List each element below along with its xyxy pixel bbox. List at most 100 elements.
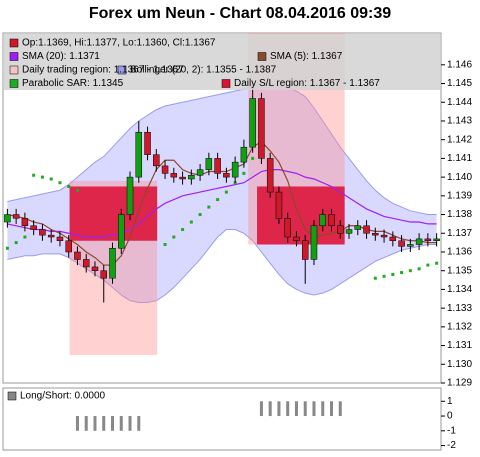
long-short-bar [321, 401, 325, 417]
bollinger-line [7, 83, 437, 216]
candle-body [275, 191, 283, 219]
sar-dot [198, 213, 202, 217]
legend-label: SMA (5): 1.1367 [270, 51, 343, 62]
legend-swatch [9, 65, 19, 75]
candle-body [389, 236, 397, 242]
candle-body [214, 158, 221, 174]
sar-dot [58, 181, 62, 185]
y-tick-label: 1.137 [447, 228, 472, 239]
sar-dot [373, 276, 377, 280]
candle-body [100, 270, 107, 279]
candle-body [424, 238, 432, 242]
sl-region [69, 186, 158, 241]
candle-body [380, 234, 388, 238]
legend-label: Daily trading region: 1.1367 - 1.1367 [22, 65, 184, 76]
candle-body [284, 218, 291, 238]
candle-body [258, 98, 265, 159]
legend-swatch [9, 38, 19, 48]
y-tick-label: 1.131 [447, 340, 472, 351]
y-tick-label: 1.136 [447, 247, 472, 258]
candle-body [293, 236, 300, 242]
y-tick-label: 1.129 [447, 378, 472, 389]
sar-dot [224, 190, 228, 194]
long-short-bar [137, 416, 141, 431]
candle-body [266, 158, 274, 193]
candle-body [65, 240, 72, 253]
long-short-bar [84, 416, 88, 431]
sar-dot [216, 198, 220, 202]
candle-body [231, 161, 239, 178]
legend-swatch [221, 79, 231, 88]
y-tick-label: 1 [447, 396, 453, 407]
sar-dot [172, 235, 176, 239]
candle-body [74, 251, 81, 260]
candle-body [91, 266, 99, 271]
long-short-bar [286, 401, 290, 417]
sar-dot [14, 241, 18, 245]
y-tick-label: 1.142 [447, 134, 472, 145]
lower-panel-title: Long/Short: 0.0000 [20, 391, 106, 402]
candle-body [240, 146, 248, 163]
candle-body [4, 214, 11, 223]
y-tick-label: 1.132 [447, 321, 472, 332]
sar-dot [426, 263, 430, 267]
sar-dot [163, 242, 167, 246]
candle-body [153, 154, 160, 167]
y-tick-label: -2 [447, 440, 456, 451]
y-tick-label: 1.140 [447, 172, 472, 183]
sar-dot [242, 171, 246, 175]
legend-label: Bollinger (20, 2): 1.1355 - 1.1387 [130, 65, 277, 76]
y-tick-label: 1.146 [447, 59, 472, 70]
sar-dot [49, 177, 53, 181]
long-short-bar [312, 401, 316, 417]
sar-dot [23, 235, 27, 239]
candle-body [363, 225, 370, 234]
y-tick-label: 1.138 [447, 209, 472, 220]
candle-body [82, 259, 90, 268]
sar-dot [32, 173, 36, 177]
candle-body [407, 244, 414, 247]
sar-dot [400, 271, 404, 275]
sar-dot [408, 269, 412, 273]
sar-dot [189, 220, 193, 224]
candle-body [372, 233, 379, 236]
candle-body [126, 176, 134, 215]
sar-dot [40, 175, 44, 179]
candle-body [310, 225, 318, 260]
legend-swatch [257, 52, 267, 61]
sma20-line [7, 169, 437, 238]
candle-body [118, 214, 125, 249]
chart-title: Forex um Neun - Chart 08.04.2016 09:39 [89, 5, 391, 22]
long-short-bar [111, 416, 114, 431]
candle-body [415, 238, 423, 245]
y-tick-label: 1.145 [447, 78, 472, 89]
y-tick-label: 1.133 [447, 303, 472, 314]
long-short-bar [294, 401, 298, 417]
candle-body [47, 234, 55, 238]
long-short-bar [128, 416, 132, 431]
legend-label: Daily S/L region: 1.1367 - 1.1367 [234, 78, 380, 89]
sar-dot [251, 156, 255, 160]
candle-body [345, 229, 353, 234]
candle-body [170, 173, 178, 178]
candle-body [337, 225, 344, 234]
candle-body [319, 214, 326, 227]
long-short-bar [93, 416, 97, 431]
long-short-bar [119, 416, 123, 431]
candle-body [12, 214, 20, 219]
y-tick-label: 1.135 [447, 265, 472, 276]
long-short-bar [330, 401, 333, 417]
candle-body [135, 131, 143, 178]
candle-body [161, 165, 169, 174]
sar-dot [435, 261, 439, 265]
y-tick-label: 1.144 [447, 97, 472, 108]
candle-body [56, 236, 64, 242]
candle-body [223, 173, 230, 178]
candle-body [301, 240, 309, 260]
y-tick-label: 1.134 [447, 284, 472, 295]
legend-label: SMA (20): 1.1371 [22, 51, 100, 62]
sar-dot [5, 246, 9, 250]
candle-body [205, 158, 213, 170]
long-short-bar [268, 401, 272, 417]
legend-swatch [9, 79, 19, 88]
